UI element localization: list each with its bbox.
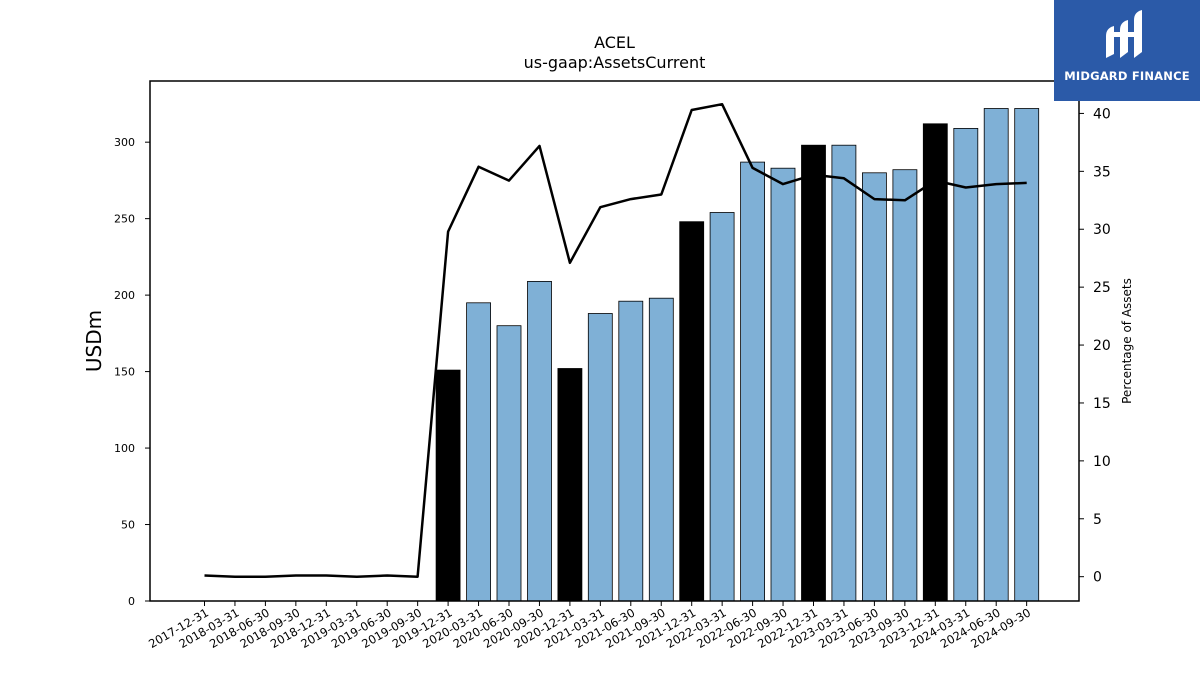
bar-2023-03-31 [831, 144, 857, 602]
y2-tick-label: 30 [1093, 222, 1111, 238]
y-tick-label: 200 [114, 289, 135, 302]
y2-tick-label: 35 [1093, 164, 1111, 180]
bar-2021-09-30 [648, 297, 674, 602]
bar-2022-06-30 [740, 161, 765, 602]
y2-tick-label: 40 [1093, 106, 1111, 122]
bar-2020-09-30 [527, 280, 552, 602]
chart-title: ACEL [594, 33, 635, 52]
line-layer [204, 102, 1027, 578]
bar-2024-03-31 [953, 127, 979, 602]
y-tick-label: 50 [121, 519, 135, 532]
y2-tick-label: 0 [1093, 570, 1102, 586]
y2-tick-label: 10 [1093, 454, 1111, 470]
logo: MIDGARD FINANCE [1054, 0, 1200, 101]
bar-2021-03-31 [587, 313, 613, 602]
bar-2021-12-31 [679, 221, 705, 602]
bar-2020-12-31 [557, 368, 583, 602]
y-tick-label: 250 [114, 213, 135, 226]
y-tick-label: 0 [128, 595, 135, 608]
y2-tick-label: 5 [1093, 512, 1102, 528]
bar-2020-03-31 [466, 302, 492, 602]
y2-tick-label: 20 [1093, 338, 1111, 354]
bar-2024-06-30 [983, 108, 1009, 602]
y-tick-label: 100 [114, 442, 135, 455]
bar-2023-06-30 [862, 172, 887, 602]
y2-axis-label: Percentage of Assets [1120, 278, 1134, 404]
x-axis: 2017-12-312018-03-312018-06-302018-09-30… [146, 601, 1033, 651]
bar-2022-12-31 [801, 144, 826, 602]
chart-subtitle: us-gaap:AssetsCurrent [524, 53, 706, 72]
bars-layer [435, 108, 1040, 602]
bar-2022-03-31 [709, 212, 735, 602]
logo-text: MIDGARD FINANCE [1064, 69, 1190, 83]
bar-2023-12-31 [922, 123, 948, 602]
y-axis-label: USDm [82, 310, 106, 372]
y-axis-left: 0 50 100 150 200 250 300 [114, 136, 150, 608]
bar-2024-09-30 [1014, 108, 1040, 602]
y2-tick-label: 15 [1093, 396, 1111, 412]
bar-2023-09-30 [892, 169, 918, 602]
percentage-line [204, 102, 1027, 578]
y-axis-right: 0 5 10 15 20 25 30 35 40 [1079, 106, 1111, 586]
bar-2020-06-30 [496, 325, 522, 602]
y2-tick-label: 25 [1093, 280, 1111, 296]
y-tick-label: 150 [114, 366, 135, 379]
plot-frame [149, 80, 1080, 602]
logo-mark-icon [1106, 10, 1142, 58]
y-tick-label: 300 [114, 136, 135, 149]
bar-2019-12-31 [435, 369, 461, 602]
bar-2021-06-30 [618, 300, 644, 602]
bar-2022-09-30 [770, 167, 796, 602]
